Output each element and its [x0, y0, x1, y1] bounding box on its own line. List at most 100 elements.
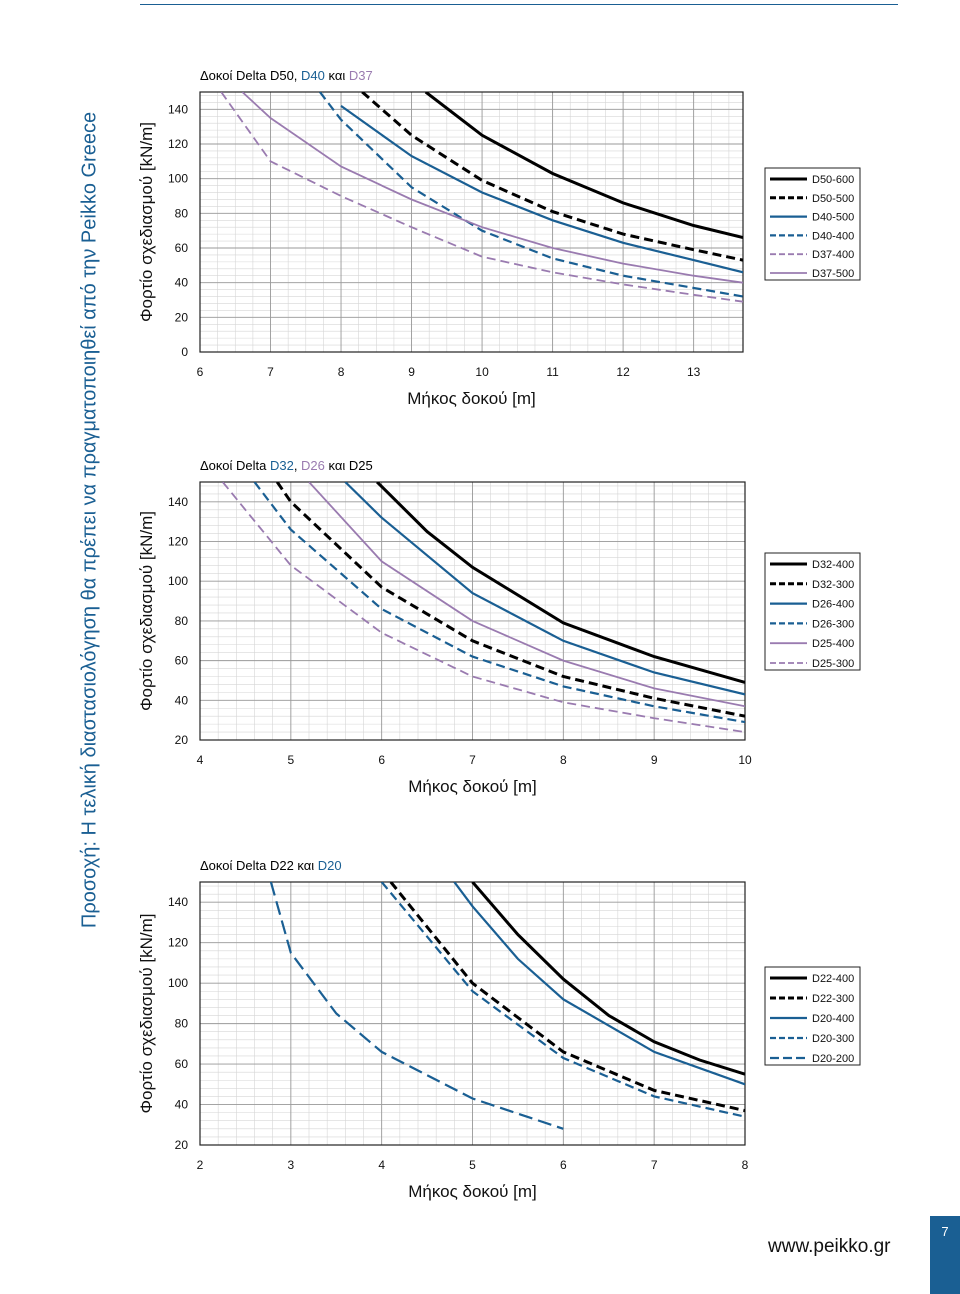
x-tick-label: 5 [469, 1158, 476, 1172]
y-tick-label: 100 [168, 976, 188, 990]
x-tick-label: 8 [742, 1158, 749, 1172]
legend-label: D26-400 [812, 599, 854, 611]
y-tick-label: 100 [168, 172, 188, 186]
legend-label: D50-600 [812, 174, 854, 186]
series-line-D40-400 [319, 92, 743, 298]
y-tick-label: 20 [175, 310, 189, 324]
legend-label: D20-200 [812, 1053, 854, 1065]
chart-title-part: και [325, 68, 349, 83]
x-tick-label: 13 [687, 365, 701, 379]
chart-3: 2 3 4 5 6 7 8 20 40 60 80 100 120 140 Δοκοί Delta D22 … [137, 858, 861, 1201]
x-tick-label: 4 [378, 1158, 385, 1172]
y-tick-label: 60 [175, 1057, 189, 1071]
y-tick-label: 40 [175, 276, 189, 290]
y-tick-label: 20 [175, 733, 189, 747]
top-rule [140, 4, 898, 5]
chart-title: Δοκοί Delta D32, D26 και D25 [200, 458, 373, 473]
series-line-D22-300 [389, 882, 745, 1113]
series-line-D20-200 [269, 882, 564, 1130]
x-tick-label: 10 [475, 365, 489, 379]
legend-label: D50-500 [812, 193, 854, 205]
x-axis-label: Μήκος δοκού [m] [407, 389, 536, 408]
x-axis-label: Μήκος δοκού [m] [408, 1182, 537, 1201]
x-tick-label: 3 [287, 1158, 294, 1172]
x-tick-label: 10 [738, 753, 752, 767]
legend-box [764, 552, 861, 671]
y-tick-label: 40 [175, 693, 189, 707]
x-tick-label: 6 [197, 365, 204, 379]
y-tick-label: 120 [168, 535, 188, 549]
legend-label: D22-400 [812, 973, 854, 985]
x-tick-label: 7 [469, 753, 476, 767]
series-line-D37-500 [241, 92, 743, 284]
page-number: 7 [941, 1224, 949, 1239]
legend-label: D25-400 [812, 638, 854, 650]
legend-label: D37-400 [812, 249, 854, 261]
y-tick-label: 60 [175, 654, 189, 668]
x-tick-label: 9 [651, 753, 658, 767]
legend-label: D40-500 [812, 212, 854, 224]
x-tick-label: 9 [408, 365, 415, 379]
y-axis-label: Φορτίο σχεδιασμού [kN/m] [137, 913, 156, 1113]
legend-label: D32-300 [812, 579, 854, 591]
y-tick-label: 80 [175, 206, 189, 220]
x-axis-label: Μήκος δοκού [m] [408, 777, 537, 796]
y-tick-label: 80 [175, 614, 189, 628]
legend-label: D25-300 [812, 658, 854, 670]
series-line-D32-400 [376, 482, 745, 684]
x-tick-label: 7 [267, 365, 274, 379]
chart-title-part: D40 [301, 68, 325, 83]
y-tick-label: 60 [175, 241, 189, 255]
series-line-D50-500 [361, 92, 743, 262]
chart-title-part: και D25 [325, 458, 373, 473]
chart-title: Δοκοί Delta D50, D40 και D37 [200, 68, 373, 83]
plot-frame [199, 91, 744, 353]
series-line-D20-300 [380, 882, 745, 1118]
x-tick-label: 2 [197, 1158, 204, 1172]
x-tick-label: 7 [651, 1158, 658, 1172]
legend-label: D32-400 [812, 559, 854, 571]
y-tick-label: 100 [168, 574, 188, 588]
legend-label: D22-300 [812, 993, 854, 1005]
legend-label: D37-500 [812, 268, 854, 280]
series-line-D26-300 [253, 482, 745, 724]
chart-title-part: Δοκοί Delta D22 και [200, 858, 318, 873]
chart-1: 6 7 8 9 10 11 12 13 0 20 40 60 80 100 120 140 Δοκοί Delt… [137, 68, 861, 408]
y-tick-label: 140 [168, 895, 188, 909]
series-line-D25-300 [222, 482, 745, 733]
x-tick-label: 11 [546, 365, 559, 379]
chart-title-part: D32 [270, 458, 294, 473]
legend-label: D40-400 [812, 230, 854, 242]
legend-label: D20-300 [812, 1033, 854, 1045]
y-tick-label: 140 [168, 495, 188, 509]
chart-title-part: Δοκοί Delta D50, [200, 68, 301, 83]
chart-2: 4 5 6 7 8 9 10 20 40 60 80 100 120 140 Δοκοί Delta D32… [137, 458, 861, 796]
y-tick-label: 40 [175, 1098, 189, 1112]
series-line-D20-400 [453, 882, 745, 1086]
chart-title: Δοκοί Delta D22 και D20 [200, 858, 342, 873]
chart-title-part: , [294, 458, 301, 473]
series-line-D22-400 [471, 882, 745, 1076]
x-tick-label: 8 [560, 753, 567, 767]
y-tick-label: 20 [175, 1138, 189, 1152]
y-tick-label: 80 [175, 1017, 189, 1031]
y-tick-label: 0 [181, 345, 188, 359]
x-tick-label: 5 [287, 753, 294, 767]
y-tick-label: 140 [168, 102, 188, 116]
legend-label: D20-400 [812, 1013, 854, 1025]
chart-title-part: Δοκοί Delta [200, 458, 270, 473]
page-number-box: 7 [930, 1216, 960, 1294]
series-line-D26-400 [344, 482, 745, 696]
chart-title-part: D20 [318, 858, 342, 873]
series-line-D25-400 [308, 482, 745, 708]
x-tick-label: 8 [338, 365, 345, 379]
website-link[interactable]: www.peikko.gr [768, 1236, 891, 1257]
legend-label: D26-300 [812, 618, 854, 630]
x-tick-label: 12 [616, 365, 630, 379]
series-line-D50-600 [424, 92, 743, 240]
plot-frame [199, 481, 746, 741]
y-axis-label: Φορτίο σχεδιασμού [kN/m] [137, 511, 156, 711]
series-line-D32-300 [275, 482, 745, 718]
x-tick-label: 4 [197, 753, 204, 767]
